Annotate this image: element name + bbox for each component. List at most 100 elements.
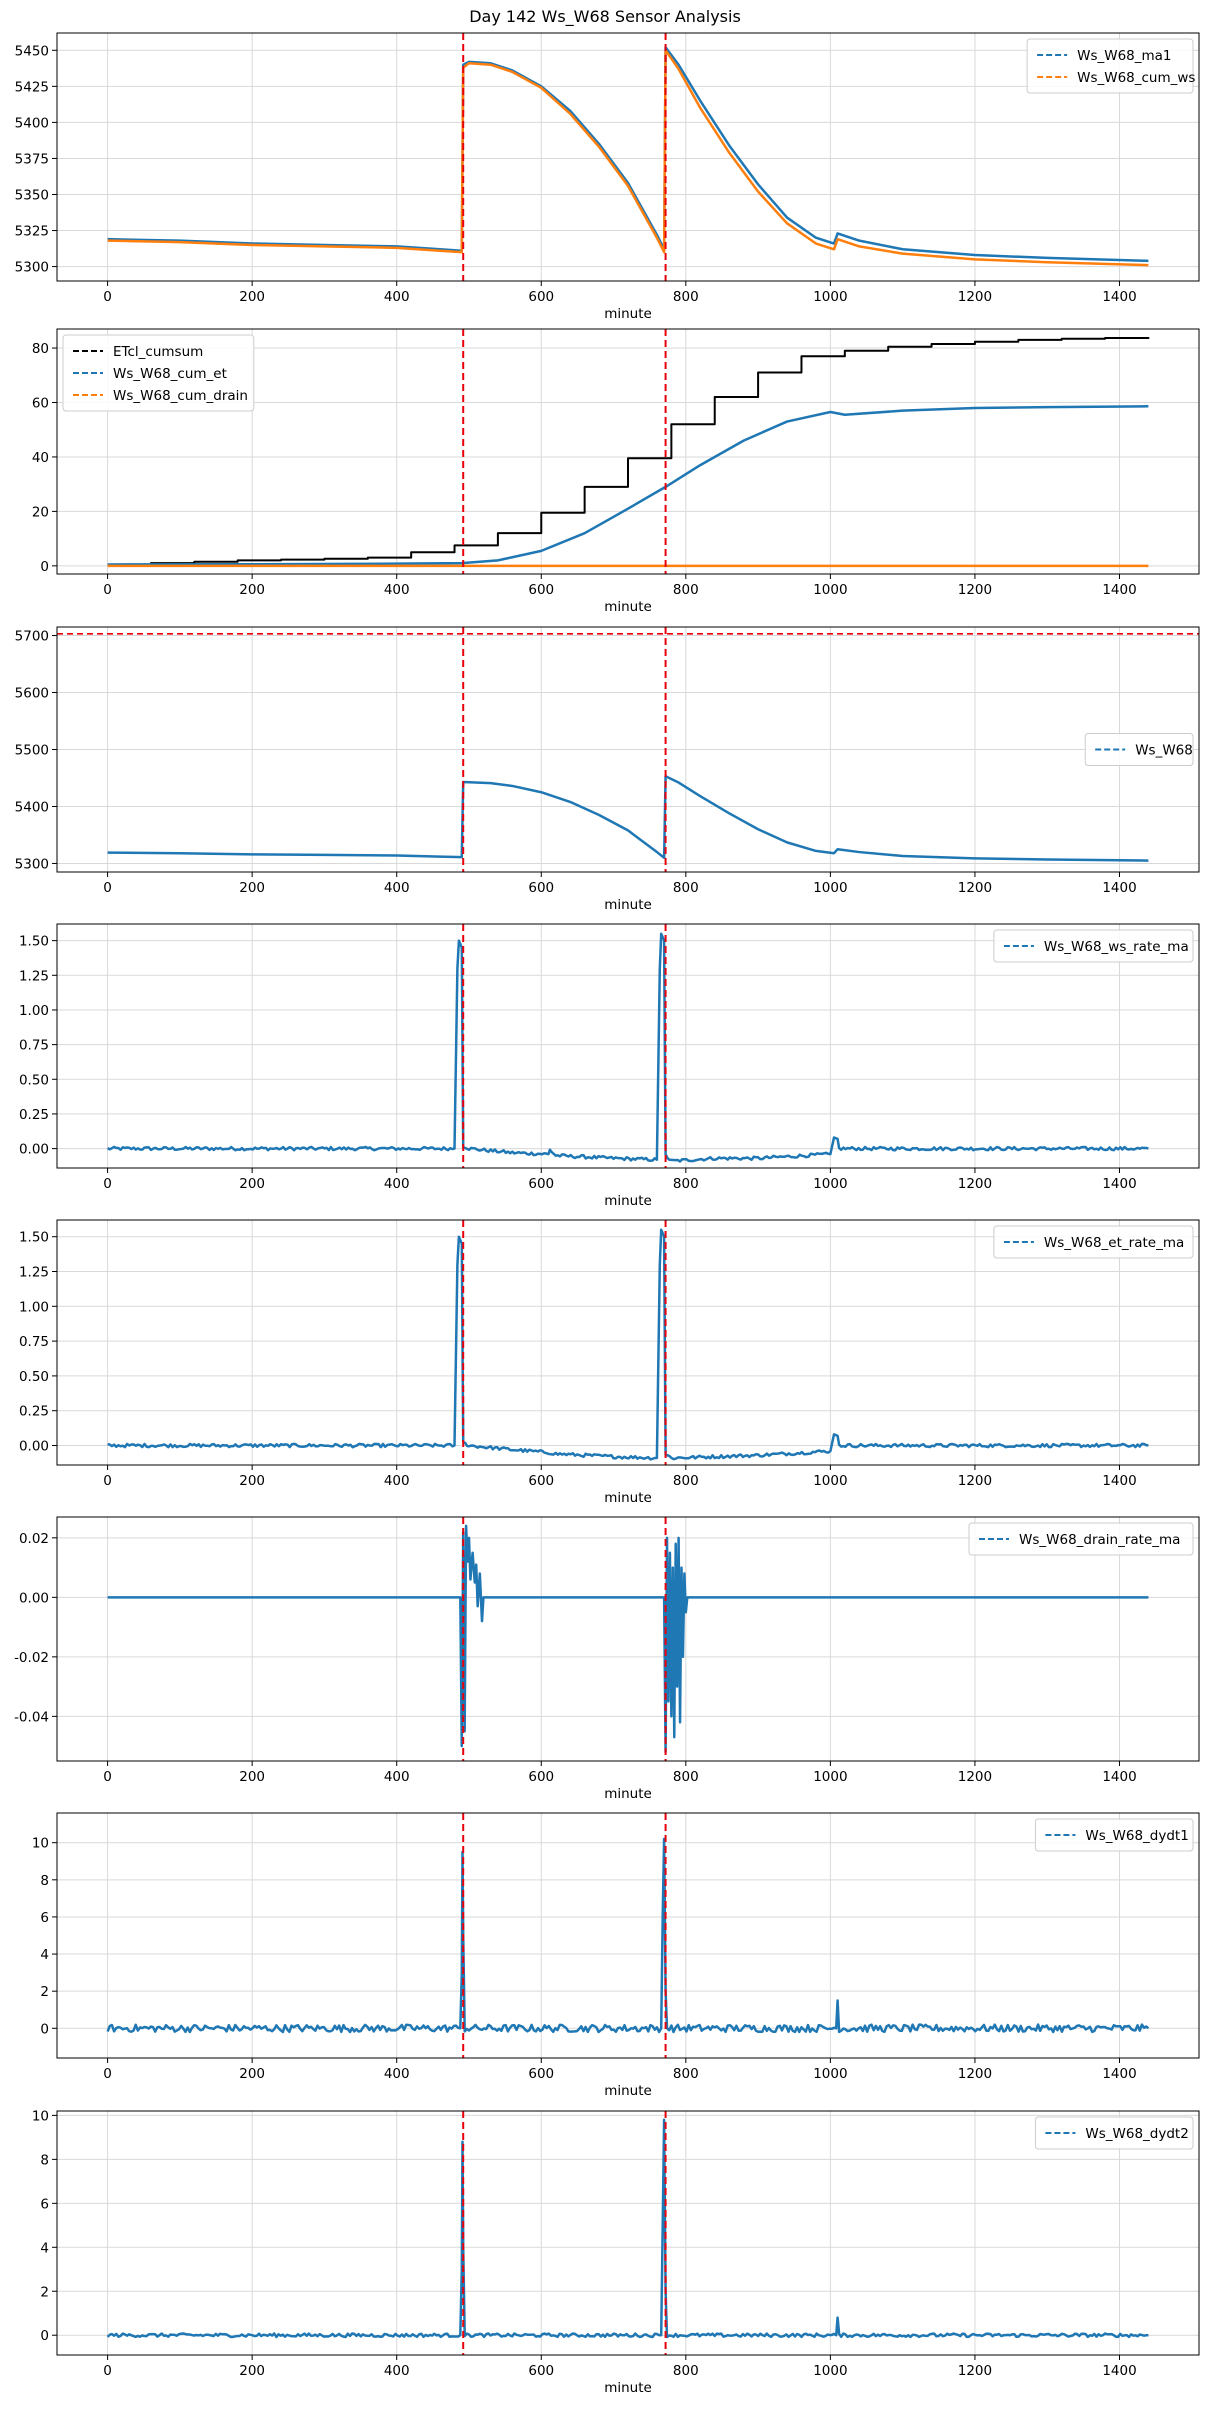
series-line-Ws_W68_et_rate_ma [107, 1228, 1149, 1461]
y-tick-label: 5600 [15, 686, 49, 702]
y-tick-label: 1.00 [19, 1003, 49, 1019]
x-tick-label: 400 [384, 582, 410, 598]
axes-frame [56, 1516, 1200, 1762]
x-tick-label: 1200 [958, 880, 992, 896]
series-line-Ws_W68_dydt1 [106, 1837, 1150, 2034]
legend-label: Ws_W68_dydt1 [1085, 1828, 1188, 1844]
x-tick-label: 200 [239, 880, 265, 896]
y-tick-label: 5700 [15, 629, 49, 645]
y-tick-label: 0.75 [19, 1334, 49, 1350]
y-tick-label: 6 [40, 1910, 49, 1926]
x-axis-label: minute [604, 2083, 652, 2099]
x-tick-label: 400 [384, 2066, 410, 2082]
x-tick-label: 800 [673, 880, 699, 896]
x-tick-label: 0 [103, 2363, 112, 2379]
x-tick-label: 1000 [813, 1176, 847, 1192]
series-line-Ws_W68_cum_et [107, 405, 1149, 566]
x-tick-label: 1000 [813, 2363, 847, 2379]
y-tick-label: 10 [32, 2108, 49, 2124]
chart-panel-4: 0 200 400 600 800 1000 1200 1400 0.00 0.25 0.50 0.7… [19, 923, 1200, 1209]
legend-box [1026, 38, 1194, 94]
plot-area [107, 924, 1149, 1168]
x-axis-label: minute [604, 897, 652, 913]
y-tick-label: 2 [40, 1984, 49, 2000]
x-tick-label: 800 [673, 1473, 699, 1489]
legend-label: ETcl_cumsum [113, 344, 203, 360]
x-tick-label: 1400 [1102, 289, 1136, 305]
plot-area [57, 627, 1199, 872]
y-tick-label: 5300 [15, 856, 49, 872]
x-tick-label: 400 [384, 880, 410, 896]
x-axis-label: minute [604, 1490, 652, 1506]
y-tick-label: 80 [32, 341, 49, 357]
x-tick-label: 800 [673, 2363, 699, 2379]
y-tick-label: 0.75 [19, 1038, 49, 1054]
x-tick-label: 1200 [958, 1176, 992, 1192]
y-tick-label: 5500 [15, 743, 49, 759]
chart-panel-3: 0 200 400 600 800 1000 1200 1400 5300 5400 5500 560… [15, 626, 1200, 913]
x-tick-label: 400 [384, 1176, 410, 1192]
y-tick-label: 6 [40, 2196, 49, 2212]
x-tick-label: 800 [673, 289, 699, 305]
chart-panel-1: 0 200 400 600 800 1000 1200 1400 5300 5325 5350 537… [15, 32, 1200, 322]
x-tick-label: 200 [239, 1176, 265, 1192]
plot-area [107, 33, 1149, 281]
x-tick-label: 0 [103, 582, 112, 598]
legend-label: Ws_W68_cum_drain [113, 388, 248, 404]
x-tick-label: 1400 [1102, 1473, 1136, 1489]
legend-label: Ws_W68_drain_rate_ma [1019, 1532, 1180, 1548]
y-tick-label: 1.25 [19, 968, 49, 984]
y-tick-label: 0.00 [19, 1590, 49, 1606]
legend-box [993, 929, 1194, 963]
axes-frame [56, 328, 1200, 575]
y-tick-label: 0.25 [19, 1404, 49, 1420]
y-tick-label: -0.04 [14, 1709, 49, 1725]
chart-panel-5: 0 200 400 600 800 1000 1200 1400 0.00 0.25 0.50 0.7… [19, 1219, 1200, 1506]
grid [57, 1813, 1199, 2058]
x-tick-label: 400 [384, 2363, 410, 2379]
series-line-ETcl_cumsum [107, 336, 1150, 567]
x-axis-label: minute [604, 306, 652, 322]
series-line-Ws_W68_ma1 [107, 46, 1149, 263]
x-tick-label: 800 [673, 2066, 699, 2082]
legend-label: Ws_W68_ma1 [1077, 48, 1171, 64]
chart-panel-8: 0 200 400 600 800 1000 1200 1400 0 2 4 6 8 10 minute Ws… [32, 2108, 1200, 2396]
x-tick-label: 800 [673, 582, 699, 598]
y-tick-label: 1.50 [19, 1230, 49, 1246]
x-tick-label: 0 [103, 289, 112, 305]
figure-title: Day 142 Ws_W68 Sensor Analysis [469, 7, 741, 27]
x-tick-label: 1200 [958, 289, 992, 305]
y-tick-label: 0 [40, 2021, 49, 2037]
x-tick-label: 0 [103, 1769, 112, 1785]
y-tick-label: 5425 [15, 79, 49, 95]
chart-panel-6: 0 200 400 600 800 1000 1200 1400 -0.04 -0.02 0.00 0… [14, 1516, 1200, 1802]
x-tick-label: 1000 [813, 1473, 847, 1489]
y-tick-label: 10 [32, 1836, 49, 1852]
x-tick-label: 600 [528, 2363, 554, 2379]
x-axis-label: minute [604, 1786, 652, 1802]
x-tick-label: 400 [384, 1769, 410, 1785]
y-tick-label: 4 [40, 1947, 49, 1963]
plot-area [107, 329, 1150, 574]
x-tick-label: 1000 [813, 880, 847, 896]
legend-label: Ws_W68_et_rate_ma [1044, 1235, 1184, 1251]
x-tick-label: 600 [528, 1769, 554, 1785]
y-tick-label: 5400 [15, 799, 49, 815]
x-tick-label: 600 [528, 1473, 554, 1489]
x-tick-label: 400 [384, 1473, 410, 1489]
y-tick-label: 40 [32, 450, 49, 466]
y-tick-label: 4 [40, 2240, 49, 2256]
x-tick-label: 800 [673, 1176, 699, 1192]
x-tick-label: 800 [673, 1769, 699, 1785]
x-tick-label: 1000 [813, 289, 847, 305]
grid [57, 1220, 1199, 1465]
legend-box [62, 334, 255, 412]
y-tick-label: 0.50 [19, 1072, 49, 1088]
x-tick-label: 1400 [1102, 880, 1136, 896]
y-tick-label: 0.50 [19, 1369, 49, 1385]
x-tick-label: 1200 [958, 582, 992, 598]
x-tick-label: 1000 [813, 2066, 847, 2082]
legend-box [968, 1522, 1194, 1556]
panels: 0 200 400 600 800 1000 1200 1400530053255350537… [14, 32, 1200, 2396]
